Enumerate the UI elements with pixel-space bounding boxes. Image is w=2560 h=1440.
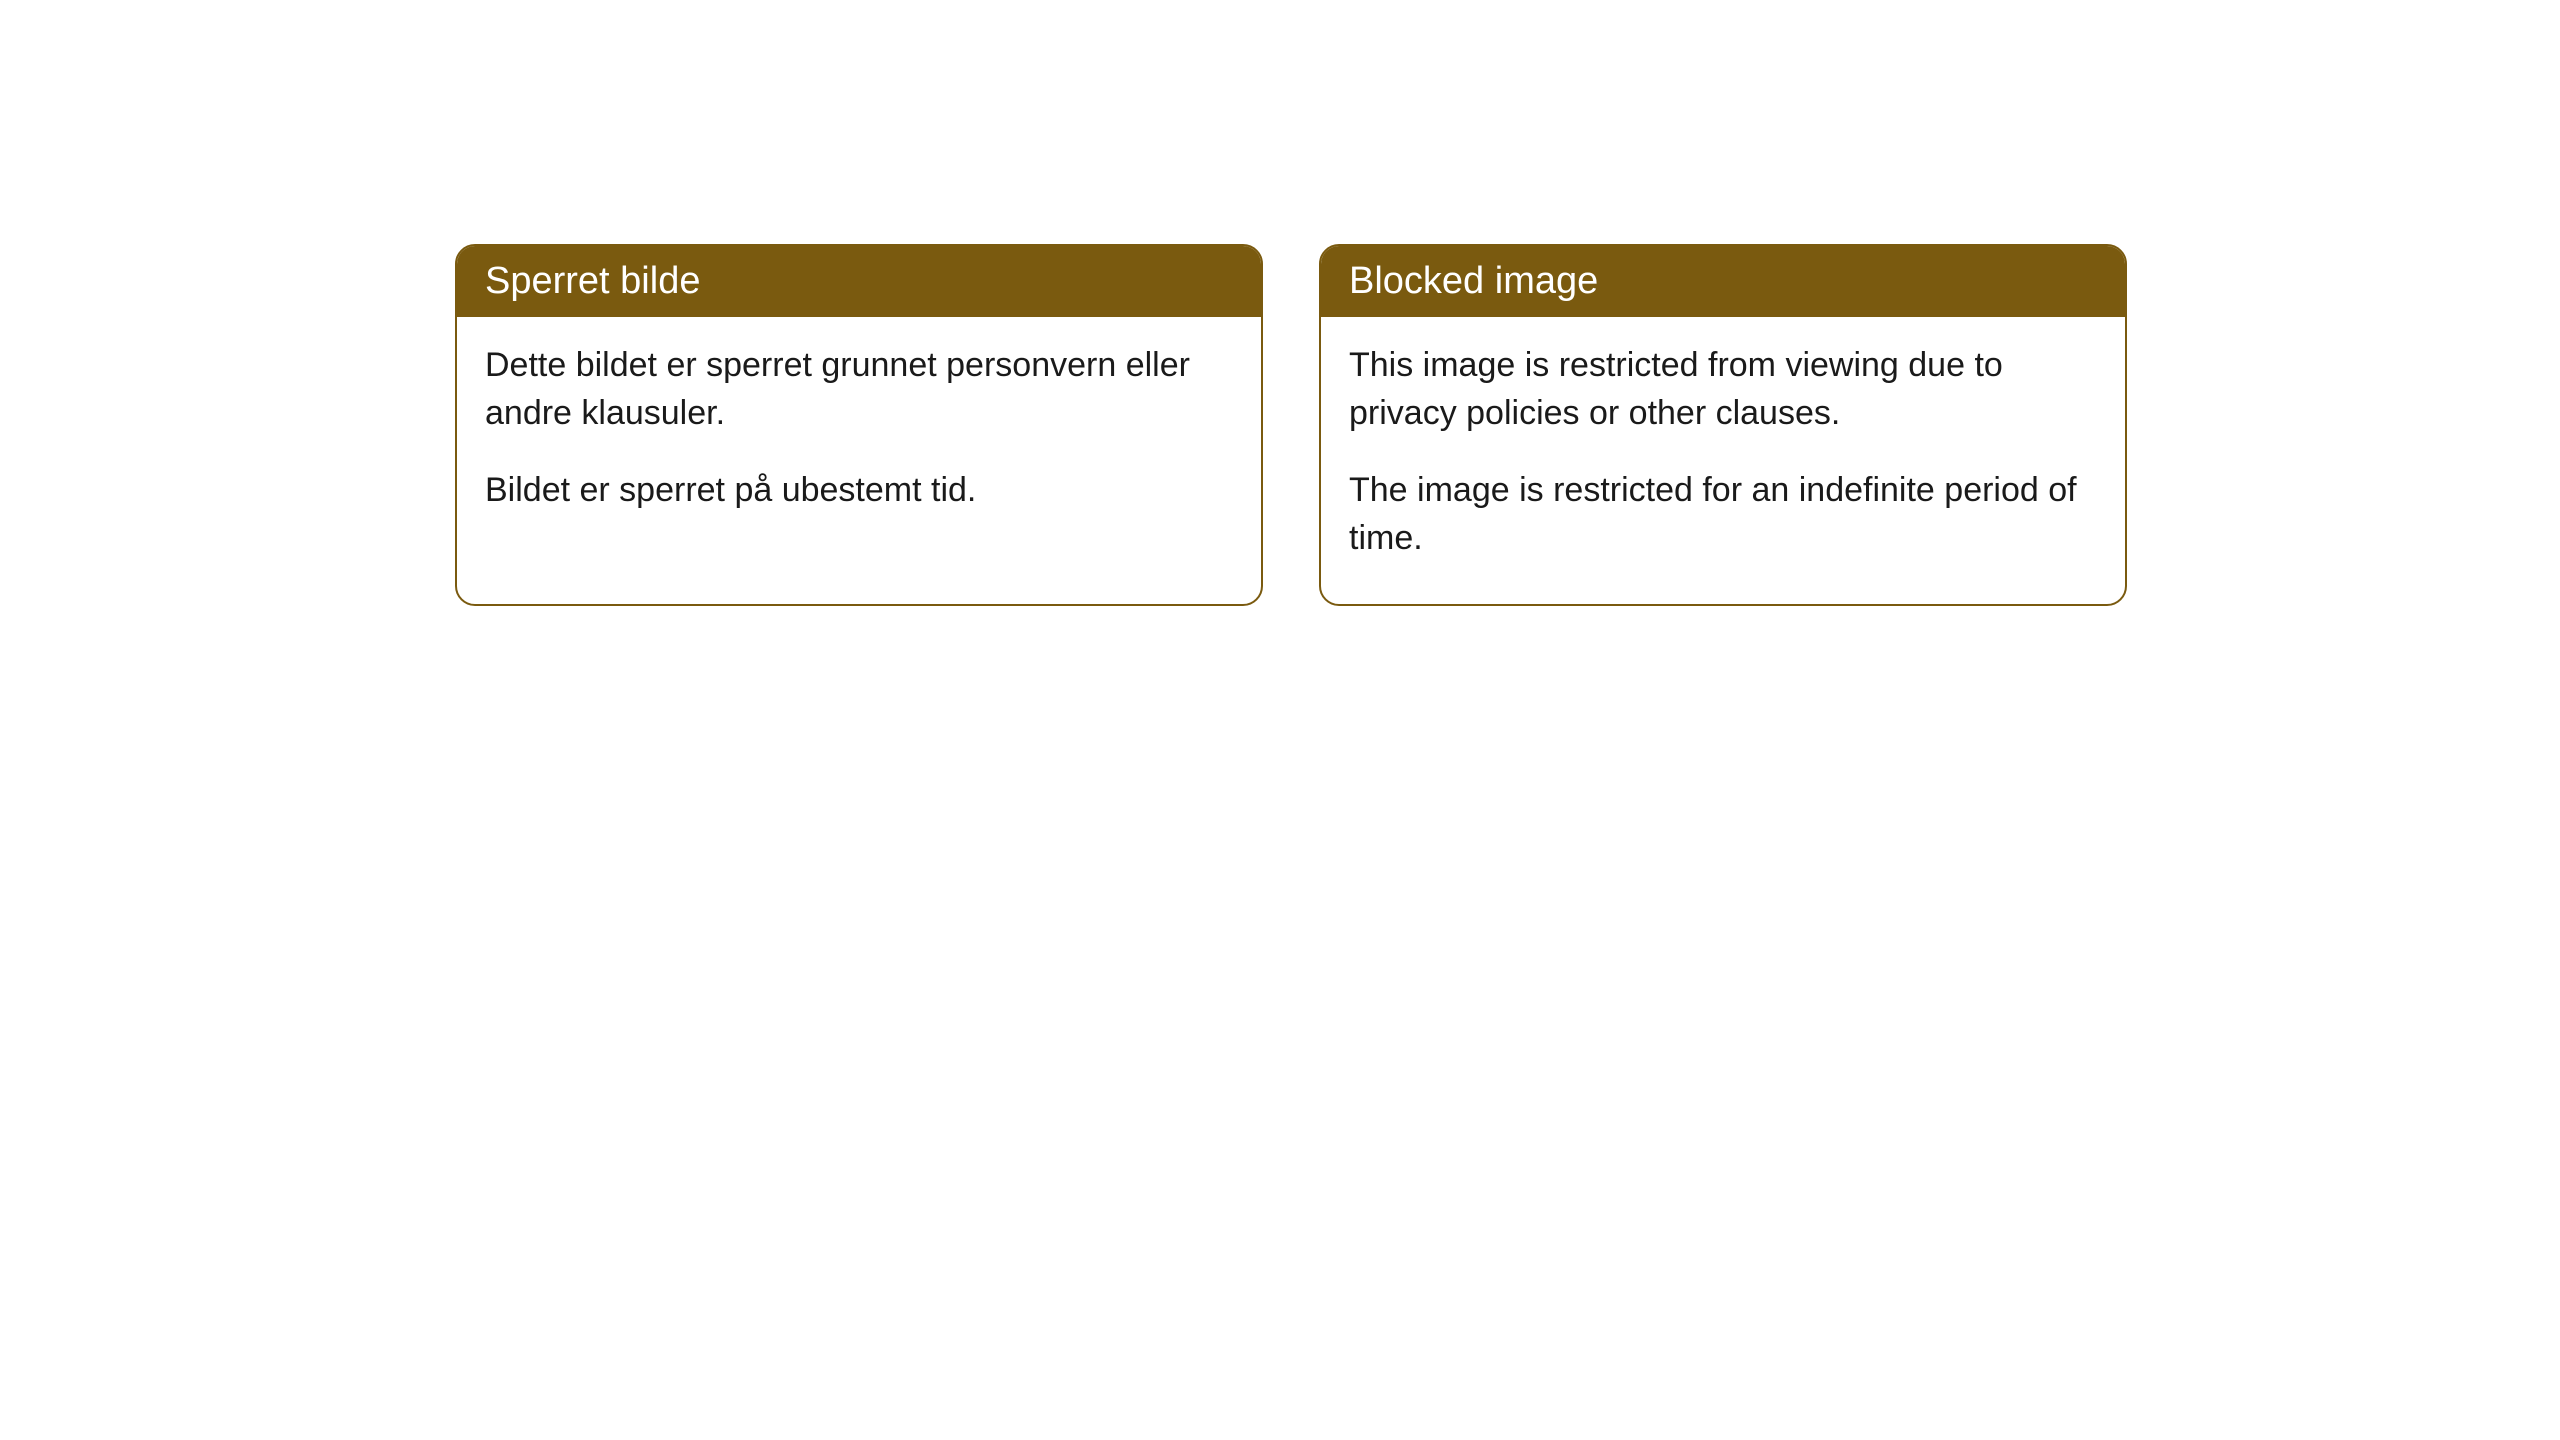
card-paragraph-2: The image is restricted for an indefinit… — [1349, 466, 2097, 563]
card-paragraph-1: This image is restricted from viewing du… — [1349, 341, 2097, 438]
card-paragraph-2: Bildet er sperret på ubestemt tid. — [485, 466, 1233, 514]
card-header-norwegian: Sperret bilde — [457, 246, 1261, 317]
card-body-norwegian: Dette bildet er sperret grunnet personve… — [457, 317, 1261, 556]
card-paragraph-1: Dette bildet er sperret grunnet personve… — [485, 341, 1233, 438]
card-header-english: Blocked image — [1321, 246, 2125, 317]
card-title: Blocked image — [1349, 260, 1598, 302]
notice-container: Sperret bilde Dette bildet er sperret gr… — [455, 244, 2127, 606]
blocked-image-card-english: Blocked image This image is restricted f… — [1319, 244, 2127, 606]
card-body-english: This image is restricted from viewing du… — [1321, 317, 2125, 604]
blocked-image-card-norwegian: Sperret bilde Dette bildet er sperret gr… — [455, 244, 1263, 606]
card-title: Sperret bilde — [485, 260, 700, 302]
